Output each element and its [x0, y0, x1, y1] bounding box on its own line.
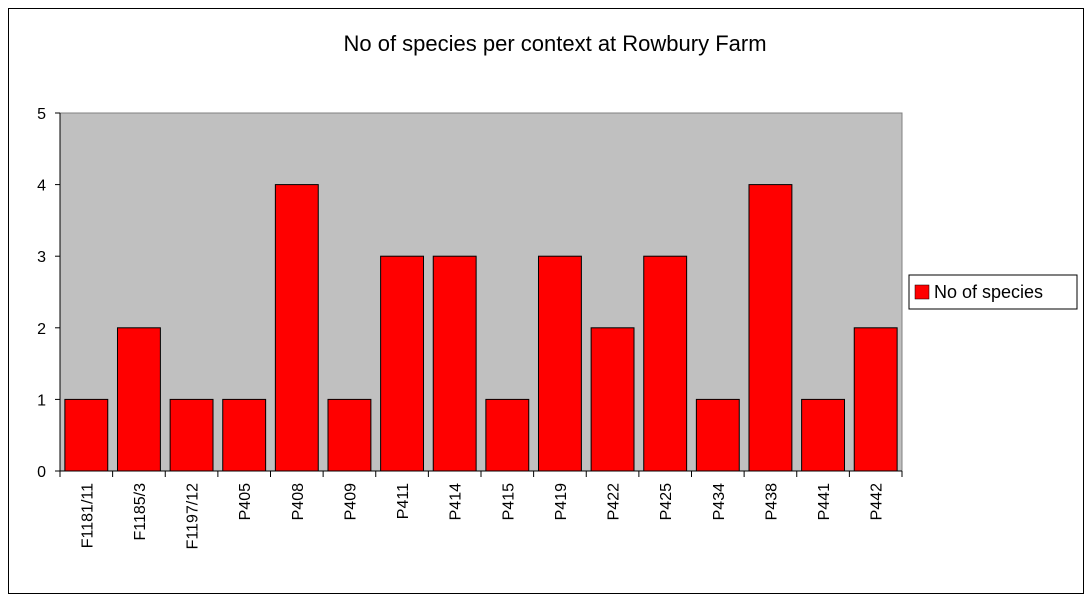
bar-p415 — [485, 398, 530, 472]
axes-group: 0 1 2 3 4 5 F1181/11 F1185/3 F1197/12 P405 P408 P40… — [37, 106, 903, 550]
bar-p422 — [590, 327, 635, 472]
x-tick-label: P422 — [606, 483, 623, 520]
bar-p438 — [748, 184, 793, 472]
legend-box — [908, 274, 1078, 310]
legend-swatch — [914, 284, 930, 300]
x-tick-label: P408 — [290, 483, 307, 520]
bar-f1185-3 — [116, 327, 161, 472]
y-tick-label: 3 — [37, 249, 46, 266]
bar-p414 — [432, 255, 477, 472]
bar-p441 — [801, 398, 846, 472]
bar-p405 — [222, 398, 267, 472]
x-tick-label: P414 — [448, 483, 465, 520]
y-tick-label: 5 — [37, 106, 46, 123]
y-tick-label: 4 — [37, 178, 46, 195]
bar-p419 — [537, 255, 582, 472]
x-tick-label: P441 — [816, 483, 833, 520]
x-tick-label: P419 — [553, 483, 570, 520]
y-tick-label: 0 — [37, 464, 46, 481]
x-tick-label: P409 — [342, 483, 359, 520]
x-tick-label: P438 — [763, 483, 780, 520]
bar-p409 — [327, 398, 372, 472]
y-tick-label: 1 — [37, 392, 46, 409]
x-tick-label: F1185/3 — [132, 483, 149, 541]
bars-group — [64, 184, 898, 472]
y-tick-label: 2 — [37, 321, 46, 338]
x-tick-label: P411 — [395, 483, 412, 519]
x-tick-label: F1197/12 — [185, 483, 202, 550]
legend-label: No of species — [934, 282, 1043, 302]
legend: No of species — [908, 274, 1078, 310]
x-tick-label: P415 — [500, 483, 517, 520]
bar-p425 — [643, 255, 688, 472]
bar-f1181-11 — [64, 398, 109, 472]
x-tick-label: P442 — [869, 483, 886, 520]
x-tick-label: P434 — [711, 483, 728, 520]
x-tick-label: F1181/11 — [79, 483, 96, 548]
bar-p411 — [380, 255, 425, 472]
chart-title: No of species per context at Rowbury Far… — [343, 31, 766, 56]
bar-p434 — [695, 398, 740, 472]
x-tick-label: P405 — [237, 483, 254, 520]
bar-p442 — [853, 327, 898, 472]
x-tick-label: P425 — [658, 483, 675, 520]
bar-f1197-12 — [169, 398, 214, 472]
bar-p408 — [274, 184, 319, 472]
